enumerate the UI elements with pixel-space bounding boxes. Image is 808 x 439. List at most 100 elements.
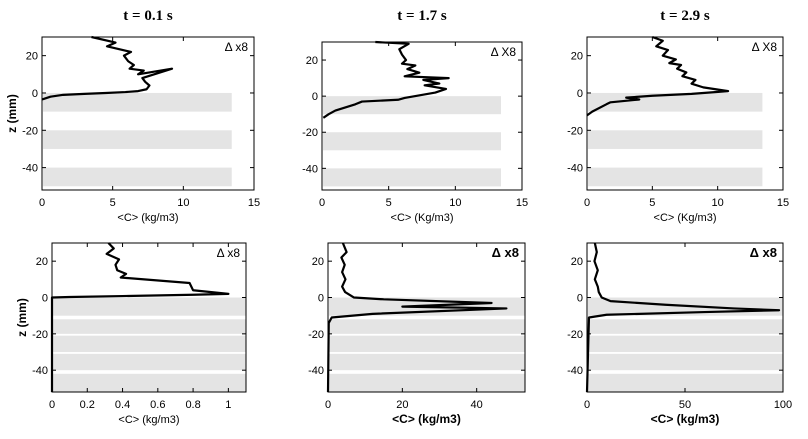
y-tick-label: -40 bbox=[302, 163, 318, 175]
x-axis-label: <C> (kg/m3) bbox=[118, 414, 179, 426]
y-tick-label: 0 bbox=[577, 88, 583, 100]
x-tick-label: 5 bbox=[386, 197, 392, 209]
x-tick-label: 50 bbox=[679, 399, 691, 411]
chart-title: t = 2.9 s bbox=[660, 8, 710, 24]
shaded-band bbox=[588, 167, 763, 187]
x-axis-label: <C> (Kg/m3) bbox=[391, 212, 454, 224]
y-axis-label: z (mm) bbox=[15, 298, 29, 337]
shaded-band bbox=[329, 335, 525, 353]
x-tick-label: 0.4 bbox=[115, 399, 130, 411]
annotation-label: Δ X8 bbox=[752, 40, 778, 54]
series-line bbox=[50, 242, 230, 392]
y-tick-label: -40 bbox=[567, 163, 583, 175]
chart-title: t = 1.7 s bbox=[397, 8, 447, 24]
y-tick-label: -40 bbox=[32, 365, 48, 377]
x-axis-label: <C> (kg/m3) bbox=[117, 212, 178, 224]
shaded-band bbox=[53, 373, 246, 392]
y-tick-label: -40 bbox=[308, 365, 324, 377]
shaded-band bbox=[53, 319, 246, 334]
shaded-band bbox=[43, 130, 232, 149]
shaded-band bbox=[43, 92, 232, 112]
chart-title: t = 0.1 s bbox=[123, 8, 173, 24]
shaded-band bbox=[588, 373, 783, 392]
x-tick-label: 10 bbox=[449, 197, 461, 209]
panel-6: 0 50 100 -40 -20 0 20 <C> (kg/m3) Δ x8 bbox=[567, 242, 792, 426]
x-tick-label: 40 bbox=[471, 399, 483, 411]
y-tick-label: -20 bbox=[567, 125, 583, 137]
x-tick-label: 100 bbox=[774, 399, 792, 411]
y-tick-label: 20 bbox=[312, 256, 324, 268]
shaded-band bbox=[323, 132, 501, 151]
panel-4: 0 0.2 0.4 0.6 0.8 1 -40 -20 0 20 <C> (kg/m3) z (mm)… bbox=[15, 242, 247, 426]
annotation-label: Δ x8 bbox=[492, 245, 519, 260]
shaded-band bbox=[323, 168, 501, 187]
shaded-band bbox=[588, 319, 783, 334]
shaded-band bbox=[53, 353, 246, 371]
plot-frame bbox=[586, 36, 784, 191]
x-tick-label: 0.8 bbox=[185, 399, 200, 411]
y-tick-label: -40 bbox=[567, 365, 583, 377]
y-tick-label: 0 bbox=[577, 293, 583, 305]
x-tick-label: 0.2 bbox=[80, 399, 95, 411]
panel-1: 0 5 10 15 -40 -20 0 20 t = 0.1 s <C> (kg/m3) z (mm… bbox=[5, 8, 260, 224]
annotation-label: Δ x8 bbox=[225, 40, 249, 54]
x-tick-label: 20 bbox=[396, 399, 408, 411]
y-tick-label: 20 bbox=[36, 256, 48, 268]
x-axis-label: <C> (Kg/m3) bbox=[654, 212, 717, 224]
x-tick-label: 0 bbox=[319, 197, 325, 209]
x-tick-label: 0 bbox=[49, 399, 55, 411]
shaded-band bbox=[53, 297, 246, 316]
shaded-band bbox=[588, 130, 763, 149]
y-tick-label: 0 bbox=[318, 293, 324, 305]
x-tick-label: 0 bbox=[584, 197, 590, 209]
x-tick-label: 0 bbox=[39, 197, 45, 209]
x-axis-label: <C> (kg/m3) bbox=[651, 412, 720, 426]
x-tick-label: 5 bbox=[649, 197, 655, 209]
series-line bbox=[326, 242, 508, 393]
y-axis-label: z (mm) bbox=[5, 94, 19, 133]
shaded-band bbox=[588, 353, 783, 371]
shaded-band bbox=[329, 353, 525, 371]
series-line bbox=[586, 35, 730, 117]
y-tick-label: -20 bbox=[302, 127, 318, 139]
annotation-label: Δ x8 bbox=[217, 246, 241, 260]
x-tick-label: 10 bbox=[177, 197, 189, 209]
panel-3: 0 5 10 15 -40 -20 0 20 t = 2.9 s <C> (Kg/m3) Δ X8 bbox=[567, 8, 789, 224]
y-tick-label: 20 bbox=[306, 55, 318, 67]
series-line bbox=[41, 35, 174, 101]
y-tick-label: -20 bbox=[32, 329, 48, 341]
y-tick-label: 0 bbox=[32, 88, 38, 100]
x-tick-label: 0 bbox=[584, 399, 590, 411]
shaded-band bbox=[53, 335, 246, 353]
plot-frame bbox=[327, 242, 526, 393]
y-tick-label: 20 bbox=[571, 256, 583, 268]
y-tick-label: -20 bbox=[22, 125, 38, 137]
shaded-band bbox=[43, 167, 232, 187]
x-tick-label: 15 bbox=[516, 197, 528, 209]
plot-frame bbox=[41, 36, 255, 191]
panel-2: 0 5 10 15 -40 -20 0 20 t = 1.7 s <C> (Kg/m3) Δ X8 bbox=[302, 8, 528, 224]
shaded-band bbox=[329, 319, 525, 334]
series-line bbox=[585, 242, 781, 393]
x-tick-label: 1 bbox=[225, 399, 231, 411]
shaded-band bbox=[329, 373, 525, 392]
y-tick-label: -20 bbox=[567, 329, 583, 341]
x-axis-label: <C> (kg/m3) bbox=[392, 412, 461, 426]
x-tick-label: 0 bbox=[325, 399, 331, 411]
x-tick-label: 0.6 bbox=[150, 399, 165, 411]
shaded-band bbox=[588, 335, 783, 353]
y-tick-label: 0 bbox=[42, 293, 48, 305]
annotation-label: Δ X8 bbox=[491, 45, 517, 59]
y-tick-label: 20 bbox=[26, 51, 38, 63]
series-line bbox=[322, 40, 450, 119]
y-tick-label: -20 bbox=[308, 329, 324, 341]
y-tick-label: -40 bbox=[22, 163, 38, 175]
y-tick-label: 20 bbox=[571, 51, 583, 63]
y-tick-label: 0 bbox=[312, 91, 318, 103]
plot-frame bbox=[321, 41, 523, 191]
x-tick-label: 5 bbox=[110, 197, 116, 209]
x-tick-label: 10 bbox=[712, 197, 724, 209]
annotation-label: Δ x8 bbox=[750, 245, 777, 260]
